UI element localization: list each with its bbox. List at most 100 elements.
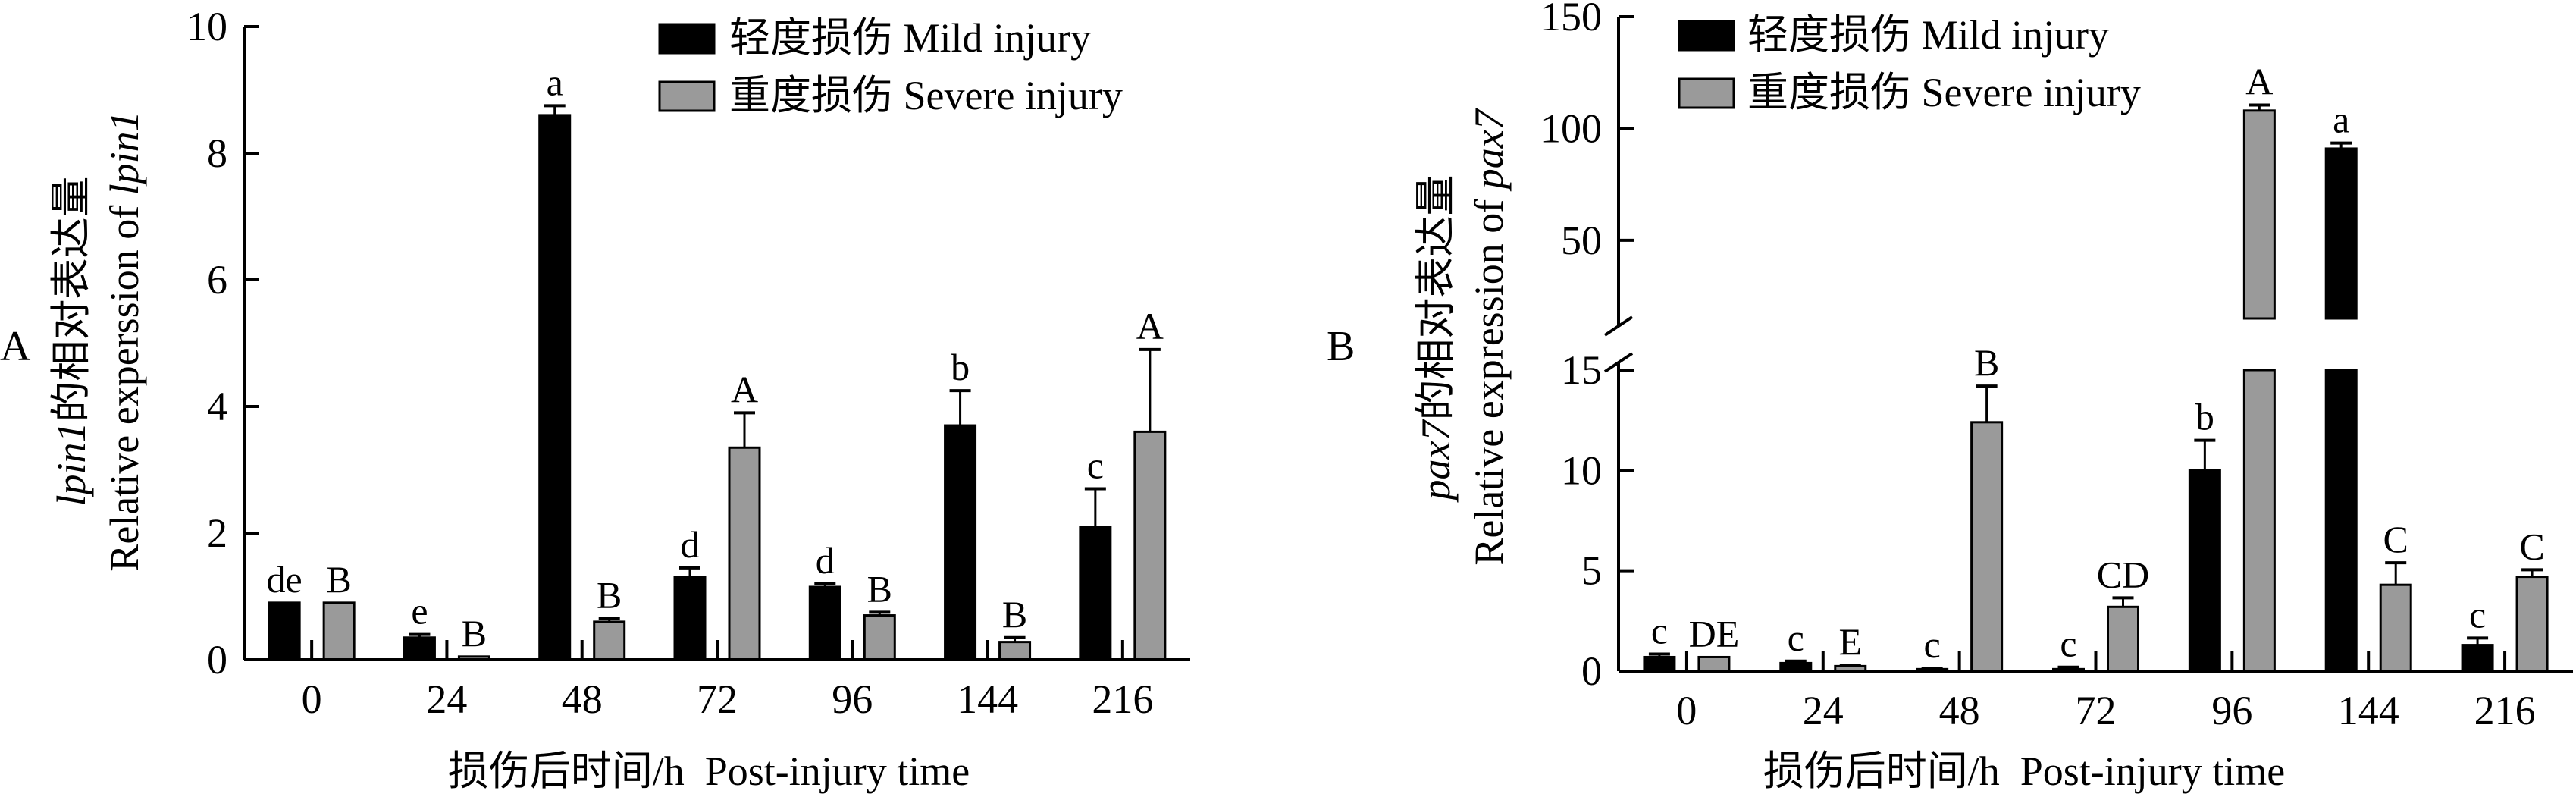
panel-b-ylabel-cn: pax7的相对表达量 xyxy=(1413,175,1459,504)
significance-label: c xyxy=(1651,610,1668,652)
bar xyxy=(728,446,761,661)
significance-label: A xyxy=(2245,60,2273,102)
x-tick-label: 24 xyxy=(426,676,467,722)
significance-label: d xyxy=(681,523,700,566)
significance-label: B xyxy=(1974,341,1999,384)
panel-b-xlabel: 损伤后时间/h Post-injury time xyxy=(1763,748,2286,794)
bar xyxy=(1133,430,1167,661)
panel-a-ylabel-cn-gene: lpin1 xyxy=(49,422,94,506)
bar xyxy=(2242,109,2276,320)
bar xyxy=(2461,644,2494,673)
x-tick-label: 144 xyxy=(2338,688,2399,733)
x-tick-label: 144 xyxy=(957,676,1018,722)
legend-label-mild: 轻度损伤 Mild injury xyxy=(729,15,1091,61)
significance-label: C xyxy=(2519,525,2544,567)
legend-swatch-severe xyxy=(1678,77,1735,109)
significance-label: E xyxy=(1839,620,1863,663)
bar xyxy=(998,641,1032,661)
bar xyxy=(2515,576,2549,673)
bar xyxy=(1643,655,1676,673)
panel-b-ylabel-cn-gene: pax7 xyxy=(1413,419,1459,504)
significance-label: B xyxy=(462,612,487,654)
panel-a-legend: 轻度损伤 Mild injury 重度损伤 Severe injury xyxy=(658,15,1123,118)
legend-label-severe: 重度损伤 Severe injury xyxy=(729,73,1123,118)
x-tick-label: 72 xyxy=(697,676,738,722)
bar xyxy=(2324,147,2358,320)
panel-b-letter: B xyxy=(1327,323,1355,370)
legend-label-severe: 重度损伤 Severe injury xyxy=(1747,70,2141,115)
significance-label: A xyxy=(731,368,758,410)
x-tick-label: 0 xyxy=(302,676,322,722)
y-tick-label: 0 xyxy=(1581,648,1602,694)
panel-a-ylabel-cn: lpin1的相对表达量 xyxy=(49,176,94,506)
panel-b-ylabel-en: Relative expression of pax7 xyxy=(1466,108,1512,565)
bar xyxy=(2324,369,2358,673)
significance-label: c xyxy=(1924,623,1941,666)
panel-a-bars: de e a d d b c B B B A B B A xyxy=(267,61,1167,661)
significance-label: a xyxy=(547,61,563,103)
significance-label: d xyxy=(816,539,835,582)
significance-label: B xyxy=(867,567,892,610)
significance-label: c xyxy=(2060,623,2076,665)
y-tick-label: 100 xyxy=(1540,105,1602,151)
panel-a-ylabel-en-gene: lpin1 xyxy=(102,111,147,195)
legend-swatch-mild xyxy=(1678,20,1735,52)
x-tick-label: 72 xyxy=(2076,688,2117,733)
significance-label: B xyxy=(326,558,351,601)
x-tick-label: 24 xyxy=(1803,688,1844,733)
significance-label: A xyxy=(1136,305,1164,347)
bar xyxy=(322,601,356,661)
legend-swatch-mild xyxy=(658,23,716,55)
significance-label: c xyxy=(2469,593,2486,635)
bar xyxy=(1697,655,1731,673)
panel-b-y-axis: 0 5 10 15 50 100 150 xyxy=(1540,0,1634,694)
legend-swatch-severe xyxy=(658,80,716,112)
axis-break-mark xyxy=(1603,352,1634,373)
panel-b-legend: 轻度损伤 Mild injury 重度损伤 Severe injury xyxy=(1678,12,2141,115)
panel-a-letter: A xyxy=(0,323,31,370)
panel-b-ylabel-en-text: Relative expression of xyxy=(1466,189,1512,565)
y-tick-label: 150 xyxy=(1540,0,1602,39)
y-tick-label: 5 xyxy=(1581,548,1602,594)
panel-b-ylabel-en-gene: pax7 xyxy=(1466,108,1512,192)
y-tick-label: 8 xyxy=(207,130,227,176)
legend-label-mild: 轻度损伤 Mild injury xyxy=(1747,12,2109,58)
y-tick-label: 0 xyxy=(207,637,227,682)
x-tick-label: 216 xyxy=(2474,688,2536,733)
bar xyxy=(593,620,626,661)
panel-a-ylabel-en-text: Relative experssion of xyxy=(102,195,147,571)
chart-panel-a: A lpin1的相对表达量 Relative experssion of lpi… xyxy=(0,4,1190,794)
x-tick-label: 48 xyxy=(1939,688,1980,733)
significance-label: c xyxy=(1788,617,1804,659)
bar xyxy=(268,601,301,661)
bar xyxy=(2188,469,2221,673)
bar xyxy=(2242,369,2276,673)
significance-label: B xyxy=(1002,593,1027,635)
x-tick-label: 216 xyxy=(1092,676,1153,722)
panel-a-x-axis: 0 24 48 72 96 144 216 xyxy=(244,640,1190,722)
y-tick-label: 10 xyxy=(186,4,227,49)
x-tick-label: 96 xyxy=(2211,688,2252,733)
significance-label: e xyxy=(411,590,428,632)
bar xyxy=(808,585,841,661)
panel-a-ylabel-en: Relative experssion of lpin1 xyxy=(102,111,147,571)
y-tick-label: 2 xyxy=(207,510,227,556)
y-tick-label: 6 xyxy=(207,257,227,303)
panel-a-y-axis: 0 2 4 6 8 10 xyxy=(186,4,259,682)
significance-label: de xyxy=(267,558,302,601)
x-tick-label: 48 xyxy=(562,676,603,722)
bar xyxy=(403,636,436,661)
significance-label: b xyxy=(951,346,970,388)
significance-label: a xyxy=(2333,99,2349,141)
bar xyxy=(538,114,572,661)
panel-b-x-axis: 0 24 48 72 96 144 216 xyxy=(1619,651,2573,733)
significance-label: CD xyxy=(2097,553,2149,595)
y-tick-label: 15 xyxy=(1561,347,1602,393)
bar xyxy=(1970,421,2004,673)
significance-label: b xyxy=(2195,396,2214,438)
significance-label: DE xyxy=(1689,612,1740,654)
bar xyxy=(1079,526,1112,661)
panel-b-ylabel-cn-text: 的相对表达量 xyxy=(1413,175,1459,421)
y-tick-label: 4 xyxy=(207,384,227,429)
